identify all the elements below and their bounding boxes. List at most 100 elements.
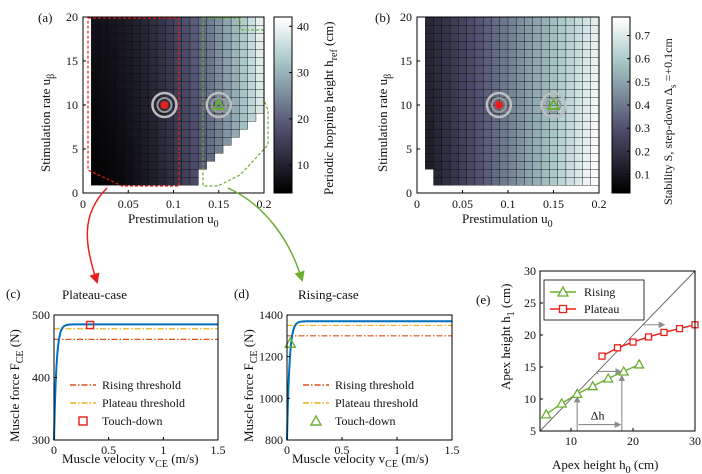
heatmap-cell (466, 96, 476, 106)
heatmap-cell (532, 144, 542, 154)
heatmap-cell (189, 72, 199, 82)
colorbar-segment (612, 87, 630, 91)
colorbar-segment (612, 107, 630, 112)
heatmap-cell (206, 24, 216, 34)
heatmap-cell (565, 88, 575, 98)
colorbar-segment (612, 81, 630, 85)
heatmap-cell (433, 168, 443, 178)
heatmap-cell (115, 32, 125, 42)
heatmap-cell (441, 128, 451, 138)
heatmap-cell (247, 72, 257, 82)
heatmap-cell (255, 64, 265, 74)
x-tick-label: 1 (160, 443, 166, 457)
heatmap-cell (156, 152, 166, 162)
colorbar-segment (274, 140, 292, 144)
heatmap-cell (91, 152, 100, 162)
heatmap-cell (590, 168, 600, 178)
force-velocity-curve (286, 320, 452, 441)
colorbar-segment (274, 25, 292, 30)
heatmap-cell (173, 168, 183, 178)
heatmap-cell (115, 160, 125, 170)
heatmap-cell (474, 88, 484, 98)
heatmap-cell (230, 24, 240, 34)
heatmap-cell (549, 160, 559, 170)
heatmap-cell (466, 16, 476, 26)
heatmap-cell (565, 104, 575, 114)
panel-a-heatmap (91, 16, 265, 186)
heatmap-cell (91, 104, 100, 114)
panel-e-plot: Δh 10 20 30 5 10 15 20 25 30 Rising Plateau (524, 264, 701, 448)
heatmap-cell (549, 48, 559, 58)
y-tick-label: 500 (32, 308, 50, 322)
colorbar-segment (274, 43, 292, 47)
heatmap-cell (140, 104, 150, 114)
heatmap-cell (499, 72, 509, 82)
heatmap-cell (441, 56, 451, 66)
heatmap-cell (573, 144, 583, 154)
panel-b-axes: 0 0.05 0.1 0.15 0.2 0 5 10 15 20 (400, 10, 607, 211)
heatmap-cell (458, 56, 468, 66)
heatmap-cell (189, 152, 199, 162)
colorbar-segment (612, 157, 630, 162)
heatmap-cell (99, 144, 109, 154)
heatmap-cell (115, 24, 125, 34)
colorbar-segment (274, 58, 292, 62)
heatmap-cell (132, 152, 141, 162)
touch-down-marker (85, 320, 95, 330)
heatmap-cell (99, 88, 109, 98)
heatmap-cell (573, 112, 583, 122)
heatmap-cell (590, 112, 600, 122)
heatmap-cell (230, 48, 240, 58)
heatmap-cell (441, 136, 451, 146)
heatmap-cell (540, 152, 550, 162)
legend-label: Plateau threshold (335, 396, 418, 410)
heatmap-cell (507, 112, 517, 122)
y-tick-label: 15 (524, 360, 536, 374)
heatmap-cell (532, 112, 542, 122)
heatmap-cell (516, 80, 525, 90)
heatmap-cell (107, 120, 117, 130)
heatmap-cell (433, 136, 443, 146)
heatmap-cell (524, 40, 534, 50)
heatmap-cell (474, 24, 484, 34)
heatmap-cell (565, 56, 575, 66)
heatmap-cell (441, 32, 451, 42)
heatmap-cell (565, 40, 575, 50)
heatmap-cell (565, 16, 575, 26)
heatmap-cell (499, 160, 509, 170)
heatmap-cell (425, 56, 434, 66)
heatmap-cell (532, 128, 542, 138)
heatmap-cell (222, 120, 232, 130)
heatmap-cell (107, 64, 117, 74)
heatmap-cell (247, 104, 257, 114)
heatmap-cell (516, 48, 525, 58)
data-point-rising (556, 397, 568, 408)
heatmap-cell (140, 56, 150, 66)
colorbar-segment (612, 84, 630, 88)
heatmap-cell (425, 104, 434, 114)
heatmap-cell (140, 80, 150, 90)
colorbar-segment (274, 154, 292, 159)
heatmap-cell (449, 16, 459, 26)
heatmap-cell (441, 104, 451, 114)
colorbar-tick-label: 40 (297, 19, 309, 33)
heatmap-cell (524, 104, 534, 114)
heatmap-cell (516, 72, 525, 82)
legend-label: Touch-down (102, 414, 162, 428)
heatmap-cell (433, 112, 443, 122)
heatmap-cell (582, 104, 592, 114)
heatmap-cell (115, 136, 125, 146)
heatmap-cell (165, 64, 174, 74)
heatmap-cell (189, 80, 199, 90)
heatmap-cell (247, 24, 257, 34)
heatmap-cell (482, 80, 492, 90)
heatmap-cell (549, 80, 559, 90)
legend-label: Plateau threshold (102, 396, 185, 410)
heatmap-cell (458, 16, 468, 26)
heatmap-cell (540, 40, 550, 50)
heatmap-cell (499, 16, 509, 26)
heatmap-cell (156, 160, 166, 170)
y-tick-label: 5 (530, 424, 536, 438)
heatmap-cell (532, 120, 542, 130)
heatmap-cell (140, 40, 150, 50)
